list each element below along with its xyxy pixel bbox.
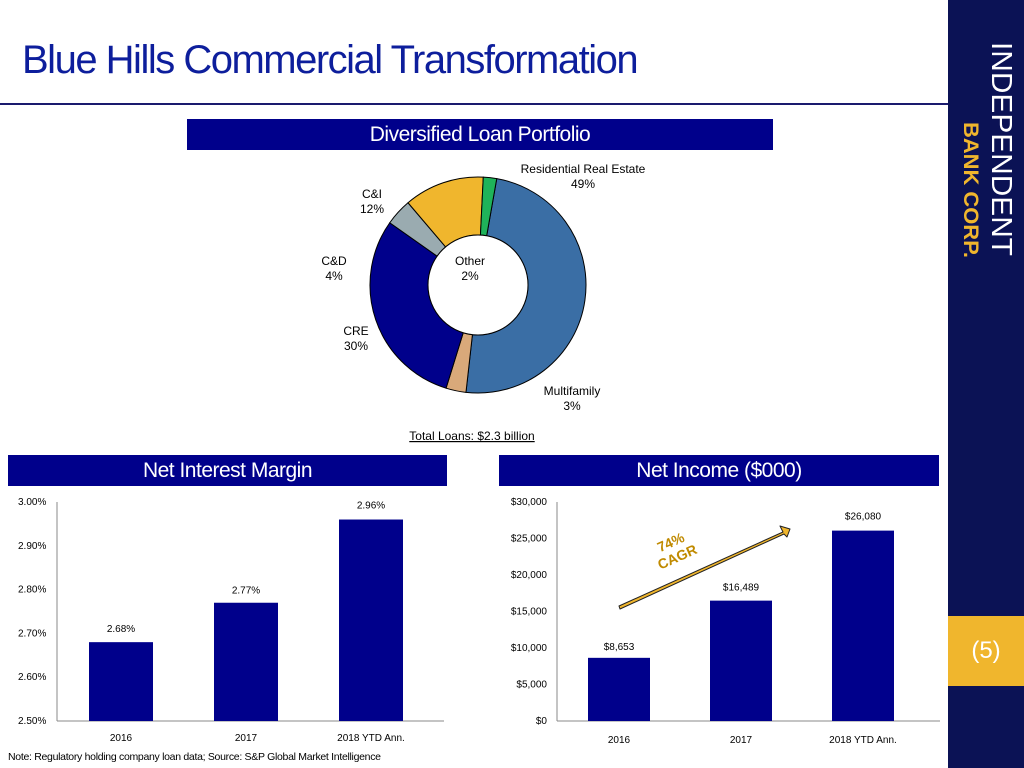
y-tick-label: $10,000 (511, 643, 548, 654)
data-label-2017: $16,489 (723, 583, 760, 594)
total-loans-footnote: Total Loans: $2.3 billion (409, 429, 534, 443)
net-income-bar-chart: $0 $5,000 $10,000 $15,000 $20,000 $25,000 $30,… (511, 497, 940, 746)
slice-label-c-i: C&I (362, 187, 382, 201)
y-tick-label: 3.00% (18, 497, 46, 508)
x-tick-label-2018-ytd-ann: 2018 YTD Ann. (337, 733, 405, 744)
nim-header: Net Interest Margin (8, 455, 447, 486)
y-tick-label: 2.50% (18, 716, 46, 727)
slice-value-residential-real-estate: 49% (571, 177, 595, 191)
bar-2017 (710, 600, 772, 721)
cagr-annotation: 74%CAGR (655, 529, 700, 573)
net-income-title: Net Income ($000) (636, 458, 802, 482)
slice-label-multifamily: Multifamily (544, 384, 601, 398)
nim-title: Net Interest Margin (142, 458, 313, 482)
page-number-box: (5) (948, 616, 1024, 686)
bar-2017 (214, 602, 278, 721)
y-tick-label: $25,000 (511, 534, 548, 545)
data-label-2018-ytd-ann: 2.96% (357, 501, 385, 512)
slice-value-other: 2% (461, 269, 479, 283)
nim-bar-chart: 2.50% 2.60% 2.70% 2.80% 2.90% 3.00% 2.68% 2016 2… (18, 497, 444, 744)
bar-2018-ytd-ann (339, 519, 403, 721)
brand-line2: BANK CORP. (959, 122, 982, 258)
x-tick-label-2017: 2017 (730, 735, 753, 746)
data-label-2018-ytd-ann: $26,080 (845, 512, 882, 523)
brand-line1: INDEPENDENT (985, 42, 1017, 256)
y-tick-label: 2.60% (18, 672, 46, 683)
slice-value-c-d: 4% (325, 269, 343, 283)
slice-label-cre: CRE (343, 324, 368, 338)
data-label-2016: 2.68% (107, 624, 135, 635)
x-tick-label-2017: 2017 (235, 733, 258, 744)
bar-2018-ytd-ann (832, 530, 894, 721)
net-income-header: Net Income ($000) (499, 455, 939, 486)
x-tick-label-2018-ytd-ann: 2018 YTD Ann. (829, 735, 897, 746)
page-number: (5) (971, 637, 1001, 664)
y-tick-label: 2.80% (18, 585, 46, 596)
y-tick-label: 2.70% (18, 628, 46, 639)
donut-hole (427, 234, 529, 336)
slice-label-c-d: C&D (321, 254, 347, 268)
y-tick-label: $0 (536, 716, 548, 727)
slice-label-other: Other (455, 254, 485, 268)
y-tick-label: $20,000 (511, 570, 548, 581)
x-tick-label-2016: 2016 (608, 735, 631, 746)
x-tick-label-2016: 2016 (110, 733, 133, 744)
slice-value-c-i: 12% (360, 202, 384, 216)
slice-value-cre: 30% (344, 339, 368, 353)
brand-logo: INDEPENDENT BANK CORP. (959, 42, 1017, 258)
growth-arrow (618, 525, 791, 610)
y-tick-label: 2.90% (18, 541, 46, 552)
source-note: Note: Regulatory holding company loan da… (8, 751, 381, 763)
slice-value-multifamily: 3% (563, 399, 581, 413)
page-title: Blue Hills Commercial Transformation (22, 38, 639, 82)
slice-label-residential-real-estate: Residential Real Estate (521, 162, 646, 176)
y-tick-label: $5,000 (516, 680, 547, 691)
y-tick-label: $15,000 (511, 607, 548, 618)
data-label-2016: $8,653 (604, 642, 635, 653)
data-label-2017: 2.77% (232, 586, 260, 597)
bar-2016 (89, 642, 153, 721)
title-divider (0, 103, 948, 105)
loan-portfolio-title: Diversified Loan Portfolio (369, 122, 591, 146)
y-tick-label: $30,000 (511, 497, 548, 508)
bar-2016 (588, 657, 650, 721)
loan-portfolio-header: Diversified Loan Portfolio (187, 119, 773, 150)
